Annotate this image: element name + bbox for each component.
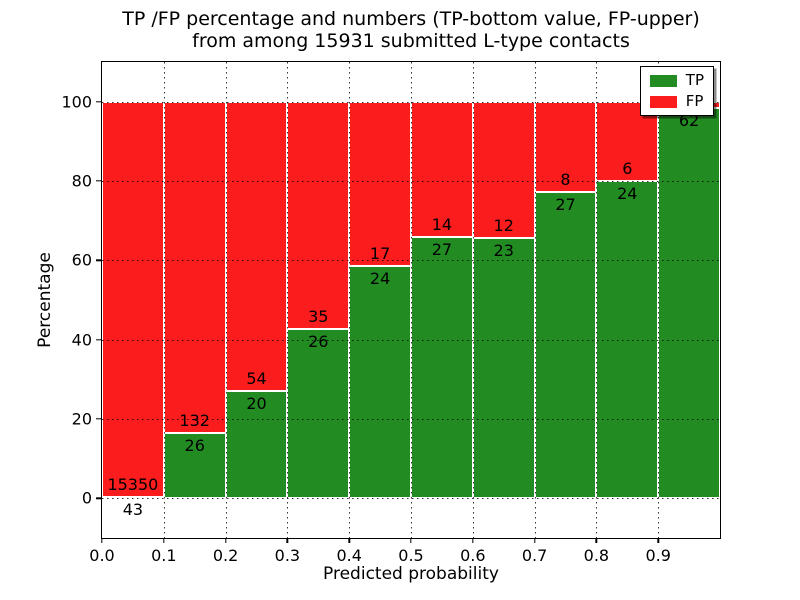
fp-legend-label: FP <box>685 92 704 110</box>
fp-value-label: 14 <box>431 215 453 235</box>
fp-bar-segment <box>472 101 535 238</box>
fp-value-label: 54 <box>246 369 267 389</box>
tp-value-label: 23 <box>493 240 514 260</box>
fp-bar-segment <box>349 101 411 267</box>
vertical-gridline <box>658 62 660 538</box>
tp-value-label: 27 <box>431 240 453 260</box>
x-tick-label: 0.6 <box>460 546 486 565</box>
x-tick-label: 0.5 <box>398 546 424 565</box>
tp-bar-segment <box>472 237 535 499</box>
tp-value-label: 20 <box>246 394 267 414</box>
x-axis-tick <box>286 538 289 543</box>
y-axis-tick <box>96 497 102 500</box>
x-tick-label: 0.8 <box>583 546 610 565</box>
tp-value-label: 43 <box>122 500 144 520</box>
tp-bar-segment <box>349 266 411 499</box>
horizontal-gridline <box>102 181 720 182</box>
horizontal-gridline <box>102 419 720 420</box>
x-axis-tick <box>657 538 659 543</box>
x-tick-label: 0.1 <box>151 546 177 565</box>
tp-bar-segment <box>411 237 473 499</box>
vertical-gridline <box>163 62 165 538</box>
tp-bar-segment <box>287 329 350 499</box>
x-axis-tick <box>472 538 474 543</box>
y-tick-label: 80 <box>71 171 92 191</box>
vertical-gridline <box>596 62 598 538</box>
x-tick-label: 0.7 <box>521 546 548 565</box>
fp-bar-segment <box>163 101 226 434</box>
x-axis-tick <box>101 538 103 543</box>
tp-value-label: 24 <box>617 184 638 203</box>
vertical-gridline <box>287 62 289 538</box>
legend: TP FP <box>639 66 714 116</box>
tp-value-label: 26 <box>184 436 205 456</box>
fp-value-label: 15350 <box>107 475 159 495</box>
y-tick-label: 0 <box>81 488 92 508</box>
x-axis-tick <box>163 538 165 543</box>
x-tick-label: 0.4 <box>336 546 362 565</box>
x-tick-label: 0.2 <box>212 546 239 565</box>
y-axis-tick <box>96 100 102 103</box>
chart-title: TP /FP percentage and numbers (TP-bottom… <box>101 8 721 52</box>
tp-value-label: 24 <box>369 269 391 289</box>
x-axis-tick <box>595 538 598 543</box>
tp-legend-label: TP <box>685 71 704 89</box>
vertical-gridline <box>472 62 474 538</box>
y-axis-label: Percentage <box>35 252 55 348</box>
tp-bar-segment <box>163 433 226 499</box>
fp-bar-segment <box>225 101 288 392</box>
x-tick-label: 0.9 <box>645 546 671 565</box>
horizontal-gridline <box>102 339 720 341</box>
vertical-gridline <box>225 62 227 538</box>
tp-bar-segment <box>534 192 597 499</box>
y-axis-tick <box>96 259 102 262</box>
y-tick-label: 60 <box>71 250 92 270</box>
vertical-gridline <box>349 62 351 538</box>
fp-value-label: 8 <box>560 170 571 190</box>
fp-value-label: 6 <box>622 159 633 178</box>
plot-area: 15350 43 132 26 54 20 35 26 17 24 14 27 12 23 8 27 6 24 62… <box>61 61 721 565</box>
y-axis-tick <box>96 338 102 341</box>
y-axis-tick <box>96 418 102 420</box>
fp-value-label: 17 <box>369 244 391 264</box>
fp-value-label: 35 <box>308 307 329 327</box>
x-axis-tick <box>224 538 227 543</box>
y-tick-label: 20 <box>71 409 92 429</box>
fp-bar-segment <box>287 101 350 330</box>
horizontal-gridline <box>102 498 720 500</box>
fp-value-label: 132 <box>179 411 210 431</box>
tp-legend-swatch <box>649 74 677 87</box>
fp-value-label: 12 <box>493 215 514 235</box>
fp-legend-swatch <box>649 95 677 108</box>
y-axis-tick <box>96 180 102 182</box>
tp-value-label: 27 <box>555 195 576 215</box>
tp-bar-segment <box>658 107 720 499</box>
x-axis-tick <box>533 538 536 543</box>
horizontal-gridline <box>102 101 720 103</box>
vertical-gridline <box>411 62 412 538</box>
x-axis-tick <box>348 538 350 543</box>
x-axis-tick <box>410 538 412 543</box>
fp-bar-segment <box>102 101 164 498</box>
y-tick-label: 100 <box>61 92 92 112</box>
chart-title-line2: from among 15931 submitted L-type contac… <box>192 30 630 52</box>
vertical-gridline <box>534 62 536 538</box>
chart-title-line1: TP /FP percentage and numbers (TP-bottom… <box>122 8 700 30</box>
x-tick-label: 0.0 <box>89 546 115 565</box>
horizontal-gridline <box>102 260 720 262</box>
legend-item-fp: FP <box>649 92 704 110</box>
x-axis-label: Predicted probability <box>323 564 499 584</box>
tp-value-label: 26 <box>308 332 329 352</box>
legend-item-tp: TP <box>649 71 704 89</box>
x-tick-label: 0.3 <box>274 546 301 565</box>
y-tick-label: 40 <box>71 330 92 350</box>
